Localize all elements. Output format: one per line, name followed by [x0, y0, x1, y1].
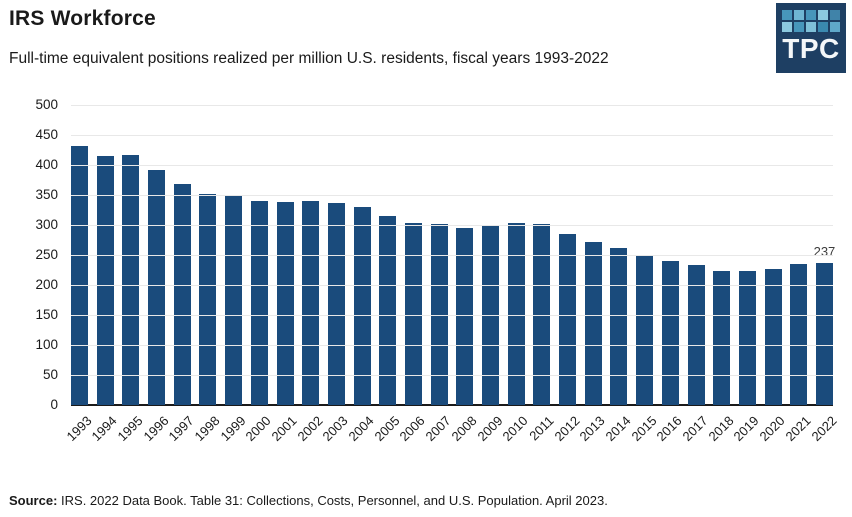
tpc-logo-squares-icon — [782, 10, 840, 32]
bar-1998 — [199, 193, 217, 405]
gridline — [71, 135, 833, 136]
bar-2008 — [456, 228, 474, 405]
y-tick-label: 50 — [42, 367, 58, 382]
bar-2019 — [738, 271, 756, 405]
gridline — [71, 165, 833, 166]
gridline — [71, 315, 833, 316]
y-tick-label: 450 — [35, 127, 58, 142]
logo-square-icon — [818, 22, 828, 32]
bar-2004 — [353, 207, 371, 405]
tpc-logo: TPC — [776, 3, 846, 73]
y-tick-label: 200 — [35, 277, 58, 292]
bar-1995 — [122, 155, 140, 405]
source-prefix: Source: — [9, 493, 58, 508]
bar-2005 — [379, 216, 397, 405]
bar-1994 — [96, 156, 114, 405]
bar-1997 — [173, 183, 191, 405]
bar-1996 — [148, 169, 166, 405]
bar-2006 — [404, 222, 422, 405]
bar-2014 — [610, 248, 628, 405]
logo-square-icon — [830, 10, 840, 20]
x-axis-line — [71, 404, 833, 406]
gridline — [71, 375, 833, 376]
gridline — [71, 345, 833, 346]
bar-2010 — [507, 222, 525, 405]
bar-2011 — [533, 223, 551, 405]
bar-2017 — [687, 264, 705, 405]
y-tick-label: 150 — [35, 307, 58, 322]
y-tick-label: 500 — [35, 97, 58, 112]
y-tick-label: 250 — [35, 247, 58, 262]
bar-2018 — [713, 271, 731, 405]
logo-square-icon — [782, 10, 792, 20]
gridline — [71, 255, 833, 256]
last-bar-value-label: 237 — [813, 243, 836, 259]
bar-2003 — [327, 203, 345, 405]
bar-2007 — [430, 223, 448, 405]
source-text: IRS. 2022 Data Book. Table 31: Collectio… — [57, 493, 608, 508]
bar-2012 — [559, 234, 577, 405]
logo-square-icon — [818, 10, 828, 20]
logo-square-icon — [806, 10, 816, 20]
source-note: Source: IRS. 2022 Data Book. Table 31: C… — [9, 493, 608, 508]
y-tick-label: 350 — [35, 187, 58, 202]
bar-1993 — [71, 146, 88, 405]
bars-container: 237 — [71, 105, 836, 405]
logo-square-icon — [782, 22, 792, 32]
y-tick-label: 400 — [35, 157, 58, 172]
bar-2013 — [584, 241, 602, 405]
logo-square-icon — [794, 22, 804, 32]
y-tick-label: 300 — [35, 217, 58, 232]
bar-2002 — [302, 201, 320, 405]
bar-1999 — [225, 195, 243, 405]
bar-2020 — [764, 268, 782, 405]
bar-2001 — [276, 202, 294, 405]
tpc-logo-text: TPC — [782, 33, 840, 64]
logo-square-icon — [830, 22, 840, 32]
bar-2016 — [661, 261, 679, 405]
bar-2015 — [636, 255, 654, 405]
logo-square-icon — [806, 22, 816, 32]
y-tick-label: 100 — [35, 337, 58, 352]
gridline — [71, 105, 833, 106]
page-title: IRS Workforce — [9, 7, 156, 30]
gridline — [71, 225, 833, 226]
bar-chart-plot-area: 237 — [71, 105, 836, 406]
y-tick-label: 0 — [50, 397, 58, 412]
bar-2021 — [790, 264, 808, 405]
gridline — [71, 285, 833, 286]
bar-2000 — [250, 201, 268, 405]
logo-square-icon — [794, 10, 804, 20]
gridline — [71, 195, 833, 196]
chart-subtitle: Full-time equivalent positions realized … — [9, 50, 609, 67]
